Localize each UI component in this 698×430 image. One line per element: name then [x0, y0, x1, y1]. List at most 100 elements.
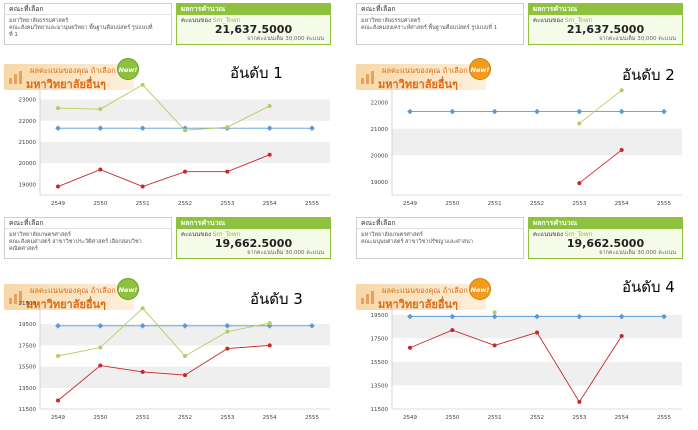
grid-band	[392, 128, 682, 156]
series-point	[619, 88, 624, 93]
x-tick-label: 2553	[572, 415, 586, 421]
banner-background	[356, 284, 486, 310]
score-owner-name: Sm_Town	[564, 17, 593, 24]
score-owner-line: คะแนนของ Sm_Town	[529, 15, 682, 24]
series-point	[267, 321, 272, 326]
score-owner-prefix: คะแนนของ	[181, 231, 211, 238]
selected-university: มหาวิทยาลัยเกษตรศาสตร์	[9, 232, 71, 238]
series-point	[309, 125, 315, 132]
selected-faculty-cont: ที่ 1	[9, 32, 18, 38]
y-tick-label: 21500	[19, 301, 37, 307]
series-point	[98, 167, 103, 172]
score-max-note: จากคะแนนเต็ม 30,000 คะแนน	[247, 36, 324, 42]
score-owner-name: Sm_Town	[212, 17, 241, 24]
series-point	[140, 184, 145, 189]
series-point	[183, 128, 187, 133]
y-tick-label: 20000	[371, 153, 389, 159]
rank-label: อันดับ 4	[622, 278, 675, 296]
x-tick-label: 2552	[530, 201, 544, 207]
series-point	[619, 333, 624, 338]
series-point	[577, 121, 582, 126]
grid-band	[40, 366, 330, 388]
series-point	[98, 345, 103, 350]
selected-faculty: คณะสังคมสงเคราะห์ศาสตร์ พื้นฐานคือบปสตร์…	[361, 25, 498, 31]
bar-chart-icon	[9, 71, 22, 84]
selected-university: มหาวิทยาลัยธรรมศาสตร์	[361, 18, 421, 24]
x-tick-label: 2551	[136, 415, 150, 421]
other-universities-banner[interactable]: ผลคะแนนของคุณ ถ้าเลือก มหาวิทยาลัยอื่นๆ …	[356, 58, 491, 91]
series-point	[55, 125, 61, 132]
calculation-result-header: ผลการคำนวณ	[177, 4, 330, 15]
series-point	[183, 169, 187, 174]
y-tick-label: 15500	[19, 365, 37, 371]
y-tick-label: 23000	[19, 98, 37, 104]
series-point	[577, 181, 582, 186]
series-line	[409, 329, 623, 403]
bar-chart-icon	[9, 291, 22, 304]
series-point	[492, 343, 497, 348]
x-tick-label: 2550	[93, 201, 107, 207]
series-point	[56, 106, 60, 111]
x-tick-label: 2549	[51, 201, 65, 207]
x-tick-label: 2552	[178, 415, 192, 421]
calculation-result-box: ผลการคำนวณ คะแนนของ Sm_Town 21,637.5000 …	[528, 3, 683, 45]
other-universities-banner[interactable]: ผลคะแนนของคุณ ถ้าเลือก มหาวิทยาลัยอื่นๆ …	[356, 278, 491, 311]
selected-faculty-cont: คณิตศาสตร์	[9, 246, 38, 252]
series-point	[535, 330, 539, 335]
result-panel-4: คณะที่เลือก มหาวิทยาลัยเกษตรศาสตร์ คณะมน…	[356, 217, 696, 422]
calculation-result-header: ผลการคำนวณ	[529, 4, 682, 15]
result-panel-2: คณะที่เลือก มหาวิทยาลัยธรรมศาสตร์ คณะสัง…	[356, 3, 696, 208]
x-tick-label: 2551	[488, 415, 502, 421]
other-universities-banner[interactable]: ผลคะแนนของคุณ ถ้าเลือก มหาวิทยาลัยอื่นๆ …	[4, 278, 139, 311]
series-point	[98, 363, 103, 368]
score-owner-line: คะแนนของ Sm_Town	[177, 229, 330, 238]
result-panel-3: คณะที่เลือก มหาวิทยาลัยเกษตรศาสตร์ คณะสั…	[4, 217, 344, 422]
calculation-result-box: ผลการคำนวณ คะแนนของ Sm_Town 19,662.5000 …	[176, 217, 331, 259]
series-point	[140, 83, 145, 87]
y-tick-label: 22000	[371, 100, 389, 106]
score-max-note: จากคะแนนเต็ม 30,000 คะแนน	[247, 250, 324, 256]
y-tick-label: 19000	[371, 180, 389, 186]
score-value: 19,662.5000	[566, 237, 645, 250]
series-point	[97, 125, 104, 132]
y-tick-label: 13500	[19, 386, 37, 392]
x-tick-label: 2555	[305, 415, 319, 421]
calculation-result-header: ผลการคำนวณ	[177, 218, 330, 229]
grid-band	[40, 324, 330, 346]
series-point	[267, 152, 272, 157]
other-universities-banner[interactable]: ผลคะแนนของคุณ ถ้าเลือก มหาวิทยาลัยอื่นๆ …	[4, 58, 139, 91]
x-tick-label: 2550	[445, 201, 459, 207]
series-point	[267, 103, 272, 108]
selected-faculty: คณะสังคมวิทยาและมานุษยวิทยา พื้นฐานคือบป…	[9, 25, 153, 31]
banner-subtitle: ผลคะแนนของคุณ ถ้าเลือก	[382, 286, 468, 295]
series-line	[579, 149, 622, 184]
y-tick-label: 21000	[371, 127, 389, 133]
series-point	[661, 108, 667, 115]
score-owner-name: Sm_Town	[564, 231, 593, 238]
grid-band	[392, 361, 682, 386]
x-tick-label: 2551	[488, 201, 502, 207]
x-tick-label: 2554	[615, 201, 629, 207]
rank-label: อันดับ 2	[622, 66, 675, 84]
x-tick-label: 2553	[572, 201, 586, 207]
score-value: 21,637.5000	[214, 23, 293, 36]
score-owner-line: คะแนนของ Sm_Town	[177, 15, 330, 24]
series-point	[225, 169, 230, 174]
y-tick-label: 11500	[19, 407, 37, 413]
series-point	[661, 313, 667, 320]
banner-title: มหาวิทยาลัยอื่นๆ	[26, 78, 106, 91]
selected-faculty-box: คณะที่เลือก มหาวิทยาลัยเกษตรศาสตร์ คณะมน…	[356, 217, 524, 259]
new-badge: New!	[117, 278, 139, 300]
x-tick-label: 2554	[263, 201, 277, 207]
score-history-chart: 23000 22000 21000 20000 19000 2549 2550 2551 255…	[19, 83, 330, 207]
score-history-chart: 21500 19500 17500 15500 13500 11500 2549 2550 25…	[19, 301, 330, 421]
series-point	[183, 354, 187, 358]
series-point	[534, 313, 540, 320]
series-point	[225, 329, 230, 334]
bar-chart-icon	[361, 291, 374, 304]
y-tick-label: 17500	[371, 336, 389, 342]
score-value: 19,662.5000	[214, 237, 293, 250]
series-point	[98, 107, 103, 112]
series-point	[450, 328, 455, 333]
y-tick-label: 11500	[371, 407, 389, 413]
